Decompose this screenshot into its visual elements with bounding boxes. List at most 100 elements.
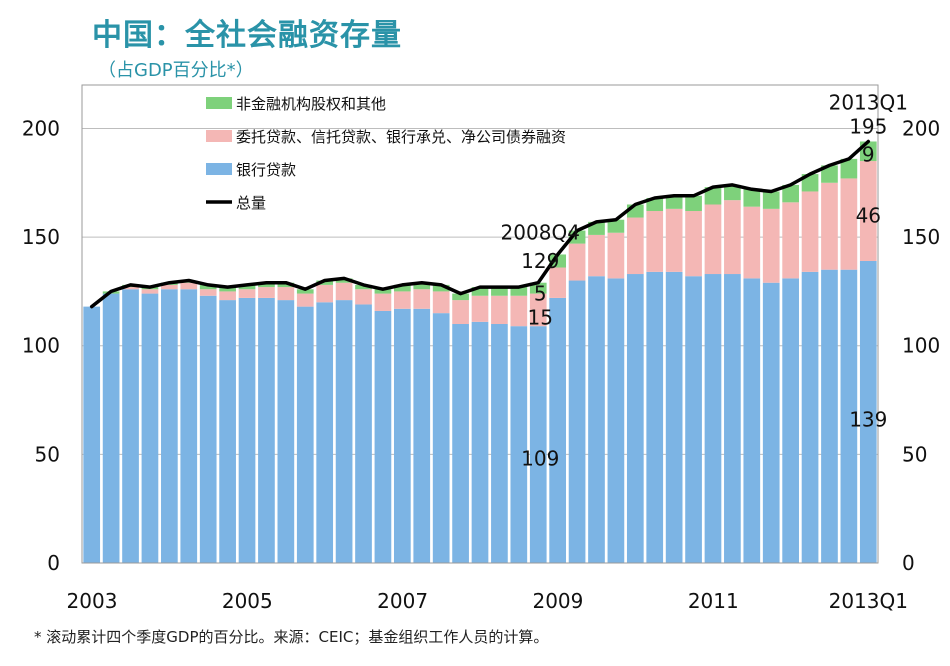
bar-nonfin <box>316 280 334 285</box>
data-label: 129 <box>521 249 559 273</box>
bar-entrusted <box>821 182 838 270</box>
bar-nonfin <box>840 158 858 179</box>
bar-nonfin <box>510 287 528 296</box>
bar-nonfin <box>413 282 431 290</box>
bar-entrusted <box>704 204 722 275</box>
x-tick-label: 2009 <box>532 589 583 613</box>
y-axis-right: 0 50 100 150 200 <box>902 116 940 575</box>
chart-title: 中国：全社会融资存量 <box>92 18 402 53</box>
bar-nonfin <box>277 282 295 288</box>
bar-bank <box>588 276 605 563</box>
bar-nonfin <box>491 287 508 296</box>
bar-nonfin <box>199 284 217 290</box>
bar-nonfin <box>685 195 702 212</box>
chart-subtitle: （占GDP百分比*） <box>98 60 254 81</box>
bar-entrusted <box>471 295 489 322</box>
bar-bank <box>374 310 392 563</box>
bar-entrusted <box>859 161 877 261</box>
y-tick-label-right: 0 <box>902 551 915 575</box>
bar-entrusted <box>840 178 858 270</box>
footnote: * 滚动累计四个季度GDP的百分比。来源：CEIC；基金组织工作人员的计算。 <box>34 628 549 646</box>
bar-entrusted <box>122 287 139 290</box>
bar-bank <box>549 297 567 563</box>
total-line <box>89 139 871 309</box>
bar-bank <box>471 321 489 563</box>
bar-nonfin <box>782 184 799 203</box>
bar-bank <box>704 274 722 563</box>
bar-entrusted <box>568 243 586 281</box>
bar-bank <box>762 282 780 563</box>
bar-nonfin <box>529 282 547 294</box>
legend-swatch-bank <box>206 163 232 175</box>
bar-bank <box>141 293 159 563</box>
bar-bank <box>161 289 178 563</box>
bar-entrusted <box>180 282 198 290</box>
bar-entrusted <box>296 293 314 307</box>
bar-entrusted <box>161 284 178 290</box>
bar-nonfin <box>393 284 411 292</box>
data-label: 46 <box>856 203 881 227</box>
bar-entrusted <box>782 202 799 279</box>
bar-nonfin <box>355 284 372 290</box>
bar-nonfin <box>704 187 722 205</box>
legend: 非金融机构股权和其他 委托贷款、信托贷款、银行承兑、净公司债券融资 银行贷款 总… <box>206 95 566 212</box>
bar-nonfin <box>238 284 256 290</box>
bar-bank <box>529 326 547 563</box>
bar-entrusted <box>801 191 819 272</box>
bar-entrusted <box>491 295 508 324</box>
bar-bank <box>393 308 411 563</box>
bar-entrusted <box>432 291 450 314</box>
bar-nonfin <box>646 197 664 212</box>
bar-bank <box>607 278 625 563</box>
bar-nonfin <box>607 219 625 233</box>
data-label: 2013Q1 <box>829 90 908 114</box>
y-tick-label-right: 200 <box>902 116 940 140</box>
bar-entrusted <box>626 217 644 275</box>
bar-entrusted <box>646 211 664 272</box>
bar-nonfin <box>724 184 741 201</box>
bar-entrusted <box>355 289 372 305</box>
bar-bank <box>665 271 683 563</box>
bar-bank <box>491 324 508 563</box>
bar-entrusted <box>316 284 334 303</box>
bar-nonfin <box>258 282 275 288</box>
bar-stacks <box>83 141 877 563</box>
bar-bank <box>199 295 217 563</box>
y-tick-label-left: 200 <box>22 116 60 140</box>
bar-bank <box>646 271 664 563</box>
x-tick-label: 2007 <box>377 589 428 613</box>
bar-nonfin <box>219 287 236 292</box>
bar-entrusted <box>141 289 159 294</box>
data-label: 139 <box>849 408 887 432</box>
bar-entrusted <box>529 293 547 327</box>
bar-bank <box>335 300 353 563</box>
bar-bank <box>122 289 139 563</box>
bar-entrusted <box>393 291 411 309</box>
bar-entrusted <box>258 287 275 298</box>
bar-entrusted <box>199 289 217 296</box>
bar-entrusted <box>219 291 236 301</box>
bar-entrusted <box>413 289 431 309</box>
bar-nonfin <box>801 174 819 192</box>
bar-entrusted <box>762 208 780 283</box>
data-label: 2008Q4 <box>501 221 580 245</box>
plot-border <box>81 84 879 564</box>
bar-entrusted <box>277 287 295 301</box>
y-tick-label-left: 100 <box>22 334 60 358</box>
data-label: 5 <box>534 282 547 306</box>
data-label: 109 <box>521 447 559 471</box>
bar-entrusted <box>374 293 392 311</box>
bar-entrusted <box>588 234 605 277</box>
x-tick-label: 2013Q1 <box>829 589 908 613</box>
legend-label-total: 总量 <box>236 194 266 212</box>
bar-bank <box>296 306 314 563</box>
bar-nonfin <box>335 278 353 283</box>
bar-bank <box>238 297 256 563</box>
bar-bank <box>782 278 799 563</box>
bar-bank <box>432 313 450 563</box>
bar-bank <box>821 269 838 563</box>
bar-entrusted <box>549 267 567 298</box>
x-tick-label: 2005 <box>222 589 273 613</box>
